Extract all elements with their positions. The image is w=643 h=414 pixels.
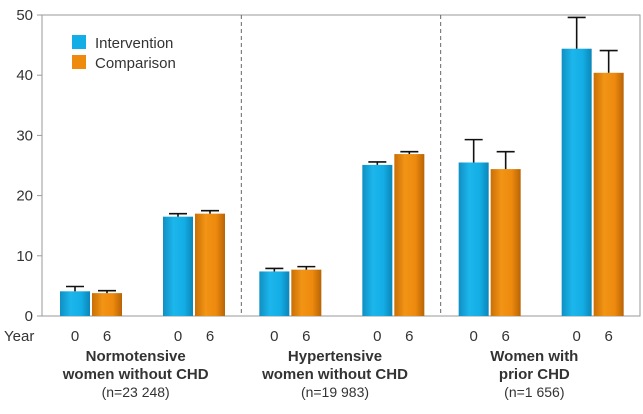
- y-tick-label: 40: [16, 67, 33, 84]
- bar-intervention: [163, 216, 193, 316]
- group-title-line: women without CHD: [261, 366, 408, 383]
- y-tick-label: 20: [16, 188, 33, 205]
- bar-intervention: [60, 291, 90, 316]
- legend-swatch-comparison: [72, 55, 86, 69]
- plot-area-frame: [41, 14, 641, 317]
- y-axis: 0 10 20 30 40 50: [16, 7, 42, 325]
- group-title-line: Women with: [490, 348, 578, 365]
- bar-comparison: [92, 293, 122, 316]
- x-tick-label-year: 0: [71, 328, 79, 345]
- x-tick-label-year: 6: [206, 328, 214, 345]
- y-tick-label: 0: [25, 308, 33, 325]
- x-tick-label-year: 6: [501, 328, 509, 345]
- x-axis-year-ticks: 0 6 0 6 0 6 0 6 0 6 0 6: [71, 328, 613, 345]
- x-axis-year-label: Year: [4, 328, 34, 345]
- bar-intervention: [362, 164, 393, 316]
- error-bars: [66, 16, 618, 294]
- group-title-line: prior CHD: [499, 366, 570, 383]
- x-tick-label-year: 6: [405, 328, 413, 345]
- group-sample-size: (n=23 248): [102, 384, 170, 400]
- x-tick-label-year: 0: [373, 328, 381, 345]
- x-tick-label-year: 0: [469, 328, 477, 345]
- group-dividers: [240, 15, 442, 316]
- group-sample-size: (n=1 656): [504, 384, 564, 400]
- bar-comparison: [195, 213, 225, 316]
- x-tick-label-year: 0: [270, 328, 278, 345]
- legend-label-comparison: Comparison: [95, 55, 176, 72]
- x-tick-label-year: 6: [604, 328, 612, 345]
- bar-comparison: [291, 269, 322, 316]
- bar-comparison: [593, 72, 624, 317]
- bar-intervention: [259, 271, 290, 316]
- bar-intervention: [561, 48, 592, 316]
- x-tick-label-year: 6: [103, 328, 111, 345]
- bar-series: [60, 48, 624, 317]
- legend-label-intervention: Intervention: [95, 35, 173, 52]
- y-tick-label: 10: [16, 248, 33, 265]
- x-tick-label-year: 6: [302, 328, 310, 345]
- group-sample-size: (n=19 983): [301, 384, 369, 400]
- x-tick-label-year: 0: [572, 328, 580, 345]
- bar-comparison: [490, 169, 521, 316]
- legend-swatch-intervention: [72, 35, 86, 49]
- bar-intervention: [458, 162, 489, 316]
- bar-comparison: [394, 154, 425, 316]
- y-tick-label: 50: [16, 7, 33, 24]
- y-tick-label: 30: [16, 127, 33, 144]
- group-title-line: Normotensive: [86, 348, 186, 365]
- group-title-line: Hypertensive: [288, 348, 382, 365]
- x-tick-label-year: 0: [174, 328, 182, 345]
- legend: Intervention Comparison: [72, 35, 176, 72]
- group-title-line: women without CHD: [62, 366, 209, 383]
